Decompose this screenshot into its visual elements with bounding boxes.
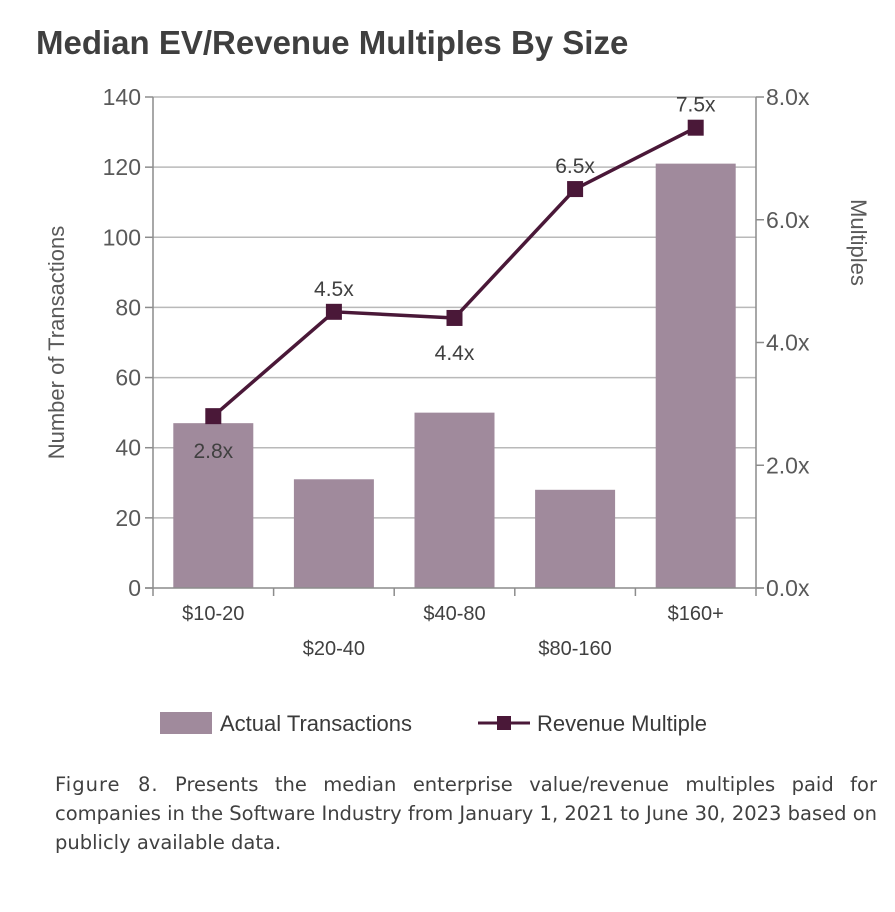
bar xyxy=(293,479,374,588)
bars xyxy=(173,163,736,588)
data-label: 7.5x xyxy=(676,94,716,117)
y-axis-title: Number of Transactions xyxy=(44,226,69,460)
revenue-multiple-line xyxy=(205,119,704,425)
y2-tick-label: 0.0x xyxy=(766,575,810,601)
line-point xyxy=(205,408,222,425)
data-label: 4.4x xyxy=(435,342,475,365)
chart: Median EV/Revenue Multiples By Size 0 20 4… xyxy=(36,24,871,736)
bar xyxy=(535,489,616,588)
y-tick-label: 60 xyxy=(115,365,141,391)
legend-bar-label: Actual Transactions xyxy=(220,711,412,736)
legend: Actual Transactions Revenue Multiple xyxy=(160,711,707,736)
grid xyxy=(153,96,756,519)
legend-line-label: Revenue Multiple xyxy=(537,711,707,736)
bar xyxy=(414,412,495,588)
y-tick-label: 40 xyxy=(115,435,141,461)
legend-bar-swatch xyxy=(160,712,212,734)
y-tick-label: 0 xyxy=(128,575,141,601)
x-tick-label: $80-160 xyxy=(538,638,611,660)
bar xyxy=(655,163,736,588)
y2-tick-label: 2.0x xyxy=(766,452,810,478)
x-tick-label: $20-40 xyxy=(303,638,365,660)
y2-tick-label: 8.0x xyxy=(766,84,810,110)
y2-tick-label: 4.0x xyxy=(766,330,810,356)
figure-caption: Figure 8. Presents the median enterprise… xyxy=(55,770,877,857)
y2-tick-label: 6.0x xyxy=(766,207,810,233)
y2-axis-title: Multiples xyxy=(846,199,871,286)
x-tick-label: $160+ xyxy=(668,603,724,625)
y-tick-label: 140 xyxy=(103,84,141,110)
line-point xyxy=(567,181,584,198)
y-tick-label: 120 xyxy=(103,154,141,180)
line-point xyxy=(446,309,463,326)
labels: $10-20 $20-40 $40-80 $80-160 $160+ 2.8x 4.5x 4.… xyxy=(182,94,724,660)
x-tick-label: $10-20 xyxy=(182,603,244,625)
data-label: 2.8x xyxy=(193,440,233,463)
caption-text: Presents the median enterprise value/rev… xyxy=(55,773,877,854)
figure-label: Figure 8. xyxy=(55,773,159,796)
line-point xyxy=(325,303,342,320)
chart-title: Median EV/Revenue Multiples By Size xyxy=(36,24,628,61)
y-tick-label: 20 xyxy=(115,505,141,531)
bar xyxy=(173,423,254,588)
data-label: 4.5x xyxy=(314,278,354,301)
line-path xyxy=(212,126,697,418)
y-tick-label: 100 xyxy=(103,224,141,250)
axes: 0 20 40 60 80 100 120 140 0.0x 2.0x 4.0x 6.0x 8.0x xyxy=(103,84,810,601)
line-point xyxy=(687,119,704,136)
legend-line-marker xyxy=(497,716,511,730)
y-tick-label: 80 xyxy=(115,294,141,320)
x-tick-label: $40-80 xyxy=(423,603,485,625)
data-label: 6.5x xyxy=(555,155,595,178)
